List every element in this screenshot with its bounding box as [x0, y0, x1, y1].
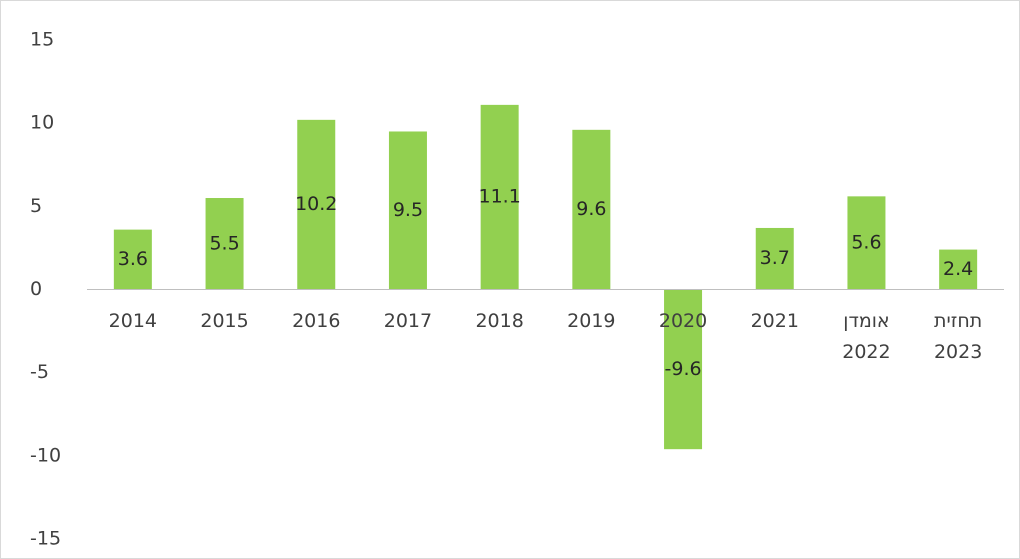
y-tick-label: 0	[30, 278, 42, 300]
x-tick-label: 2014	[108, 309, 158, 332]
bar	[297, 119, 336, 290]
y-tick-label: -5	[30, 361, 49, 383]
bar	[480, 104, 519, 290]
bar	[847, 196, 886, 290]
data-label: 9.6	[576, 198, 606, 220]
bar	[572, 129, 611, 290]
x-tick-label: 2015	[200, 309, 249, 332]
x-tick-label: 2019	[567, 309, 616, 332]
data-label: 2.4	[943, 258, 973, 280]
bar	[664, 289, 703, 450]
y-tick-label: 15	[30, 29, 54, 51]
x-tick-label: תחזית 2023	[933, 309, 983, 363]
x-tick-label: 2016	[292, 309, 341, 332]
x-tick-label: 2017	[383, 309, 433, 332]
bar	[388, 131, 427, 290]
data-label: -9.6	[665, 358, 702, 380]
bar	[205, 198, 244, 290]
x-tick-label: 2020	[658, 309, 708, 332]
bar	[113, 229, 152, 290]
data-label: 5.5	[209, 232, 239, 254]
y-tick-label: 10	[30, 112, 54, 134]
data-label: 3.7	[760, 247, 790, 269]
x-tick-label: 2018	[475, 309, 524, 332]
y-tick-label: 5	[30, 195, 42, 217]
y-tick-label: -10	[30, 444, 61, 466]
data-label: 11.1	[478, 186, 520, 208]
bar	[755, 227, 794, 290]
bar	[939, 249, 978, 290]
x-tick-label: אומדן 2022	[842, 309, 891, 363]
data-label: 5.6	[851, 231, 881, 253]
x-tick-label: 2021	[750, 309, 799, 332]
data-label: 9.5	[393, 199, 423, 221]
y-tick-label: -15	[30, 528, 61, 550]
data-label: 10.2	[295, 193, 337, 215]
data-label: 3.6	[118, 248, 148, 270]
